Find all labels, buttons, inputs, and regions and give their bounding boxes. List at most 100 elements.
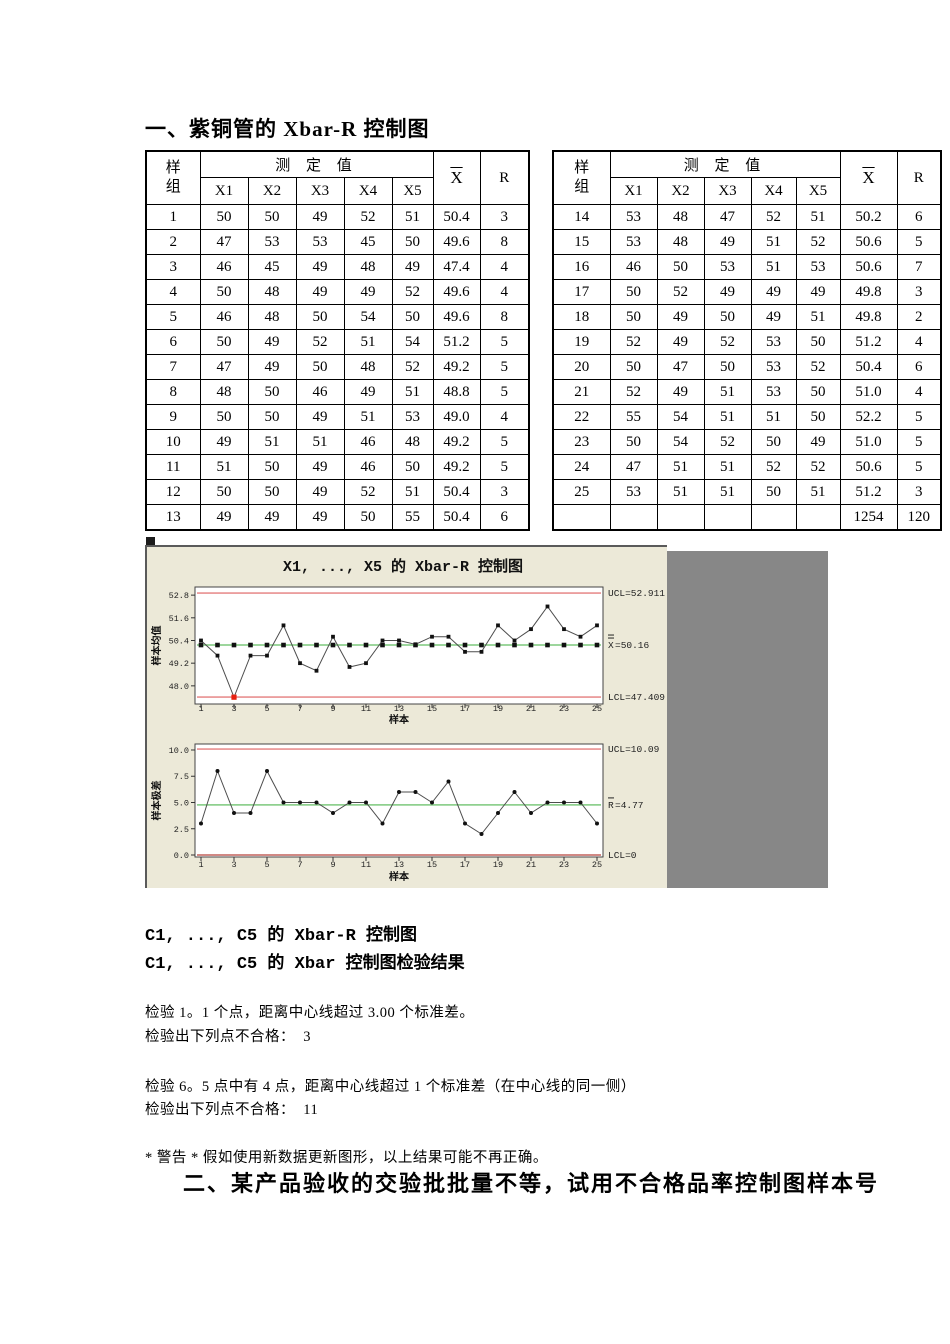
table-cell: 49 xyxy=(199,429,249,455)
table-cell: 51 xyxy=(656,454,705,480)
table-cell: 49.2 xyxy=(432,454,481,480)
data-point xyxy=(248,653,253,658)
table-cell: 54 xyxy=(656,429,705,455)
table-cell: 51 xyxy=(391,479,434,505)
center-label-value: =50.16 xyxy=(615,640,650,651)
header-x-col: X5 xyxy=(391,177,434,205)
header-x-col: X1 xyxy=(609,177,658,205)
x-tick-label: 7 xyxy=(297,860,302,870)
table-cell: 23 xyxy=(552,429,611,455)
data-point xyxy=(446,634,451,639)
table-cell: 53 xyxy=(609,479,658,505)
table-cell: 50 xyxy=(750,479,797,505)
table-row: 11 51 50 49 46 50 49.2 5 xyxy=(145,454,530,480)
data-point xyxy=(545,800,550,805)
table-cell: 53 xyxy=(795,254,841,280)
xbar-chart: X1, ..., X5 的 Xbar-R 控制图 48.0 49.2 50.4 51.6… xyxy=(150,557,665,727)
table-cell: 47.4 xyxy=(432,254,481,280)
header-sample-group: 样组 xyxy=(145,150,201,205)
table-cell: 50.4 xyxy=(432,504,481,531)
table-row: 25 53 51 51 50 51 51.2 3 xyxy=(552,479,942,505)
table-cell: 18 xyxy=(552,304,611,330)
table-cell: 5 xyxy=(896,429,942,455)
table-cell: 48 xyxy=(656,204,705,230)
x-tick-label: 17 xyxy=(460,704,470,714)
table-cell: 4 xyxy=(479,404,530,430)
x-tick-label: 13 xyxy=(394,860,404,870)
table-cell: 55 xyxy=(609,404,658,430)
ucl-label: UCL=52.911 xyxy=(608,588,665,599)
table-cell: 50 xyxy=(609,304,658,330)
table-cell: 51 xyxy=(343,329,393,355)
table-cell: 45 xyxy=(343,229,393,255)
table-cell: 49 xyxy=(295,504,345,531)
table-cell: 48 xyxy=(343,254,393,280)
table-cell: 53 xyxy=(750,354,797,380)
data-point xyxy=(314,800,319,805)
x-tick-label: 15 xyxy=(427,860,437,870)
x-tick-label: 5 xyxy=(264,704,269,714)
data-point xyxy=(215,768,220,773)
data-point xyxy=(479,649,484,654)
data-point xyxy=(446,779,451,784)
table-row: 18 50 49 50 49 51 49.8 2 xyxy=(552,304,942,330)
gray-side-block xyxy=(667,551,828,888)
table-cell: 3 xyxy=(896,279,942,305)
table-cell: 20 xyxy=(552,354,611,380)
table-cell: 52 xyxy=(750,204,797,230)
center-line-marker xyxy=(314,642,319,648)
table-cell: 47 xyxy=(656,354,705,380)
data-point xyxy=(347,800,352,805)
data-point xyxy=(578,800,583,805)
test6-description: 检验 6。5 点中有 4 点，距离中心线超过 1 个标准差（在中心线的同一侧） xyxy=(145,1079,636,1095)
y-tick-label: 10.0 xyxy=(169,746,189,756)
results-title-line2: C1, ..., C5 的 Xbar 控制图检验结果 xyxy=(145,955,465,974)
table-cell: 51 xyxy=(343,404,393,430)
x-tick-label: 19 xyxy=(493,860,503,870)
center-line-marker xyxy=(479,642,484,648)
table-cell: 4 xyxy=(479,254,530,280)
center-line-marker xyxy=(528,642,534,648)
table-cell: 3 xyxy=(479,479,530,505)
data-point xyxy=(496,810,500,815)
table-cell: 49.6 xyxy=(432,279,481,305)
table-cell: 25 xyxy=(552,479,611,505)
data-point xyxy=(331,810,335,815)
x-tick-label: 3 xyxy=(231,860,236,870)
table-cell: 49 xyxy=(656,379,705,405)
table-cell: 52 xyxy=(795,454,841,480)
table-cell: 51.2 xyxy=(839,329,898,355)
table-cell: 49.0 xyxy=(432,404,481,430)
center-line-marker xyxy=(297,642,303,648)
x-tick-label: 9 xyxy=(330,704,335,714)
test1-result: 检验出下列点不合格： 3 xyxy=(145,1029,311,1045)
xbar-symbol: X xyxy=(862,168,875,187)
data-point xyxy=(265,768,269,773)
table-cell: 51 xyxy=(795,204,841,230)
center-line-marker xyxy=(198,642,204,648)
x-tick-label: 13 xyxy=(394,704,404,714)
table-cell: 50.4 xyxy=(432,479,481,505)
x-tick-label: 7 xyxy=(297,704,302,714)
xbar-r-chart-figure: X1, ..., X5 的 Xbar-R 控制图 48.0 49.2 50.4 51.6… xyxy=(145,545,667,888)
table-cell: 48.8 xyxy=(432,379,481,405)
data-point xyxy=(281,800,286,805)
table-cell: 54 xyxy=(391,329,434,355)
table-cell: 6 xyxy=(145,329,201,355)
table-cell: 50 xyxy=(795,379,841,405)
table-cell: 51 xyxy=(703,404,752,430)
table-cell: 52 xyxy=(391,279,434,305)
table-cell: 52 xyxy=(343,479,393,505)
center-line-marker xyxy=(264,642,270,648)
center-line-marker xyxy=(594,642,600,648)
table-cell: 50 xyxy=(247,204,297,230)
data-point xyxy=(413,789,418,794)
table-row: 14 53 48 47 52 51 50.2 6 xyxy=(552,204,942,230)
table-cell: 49.2 xyxy=(432,354,481,380)
table-cell: 51 xyxy=(703,454,752,480)
table-row: 12 50 50 49 52 51 50.4 3 xyxy=(145,479,530,505)
chart-corner-artifact xyxy=(146,537,155,546)
data-point xyxy=(232,810,236,815)
table-cell: 49.6 xyxy=(432,304,481,330)
y-tick-label: 0.0 xyxy=(174,851,189,861)
